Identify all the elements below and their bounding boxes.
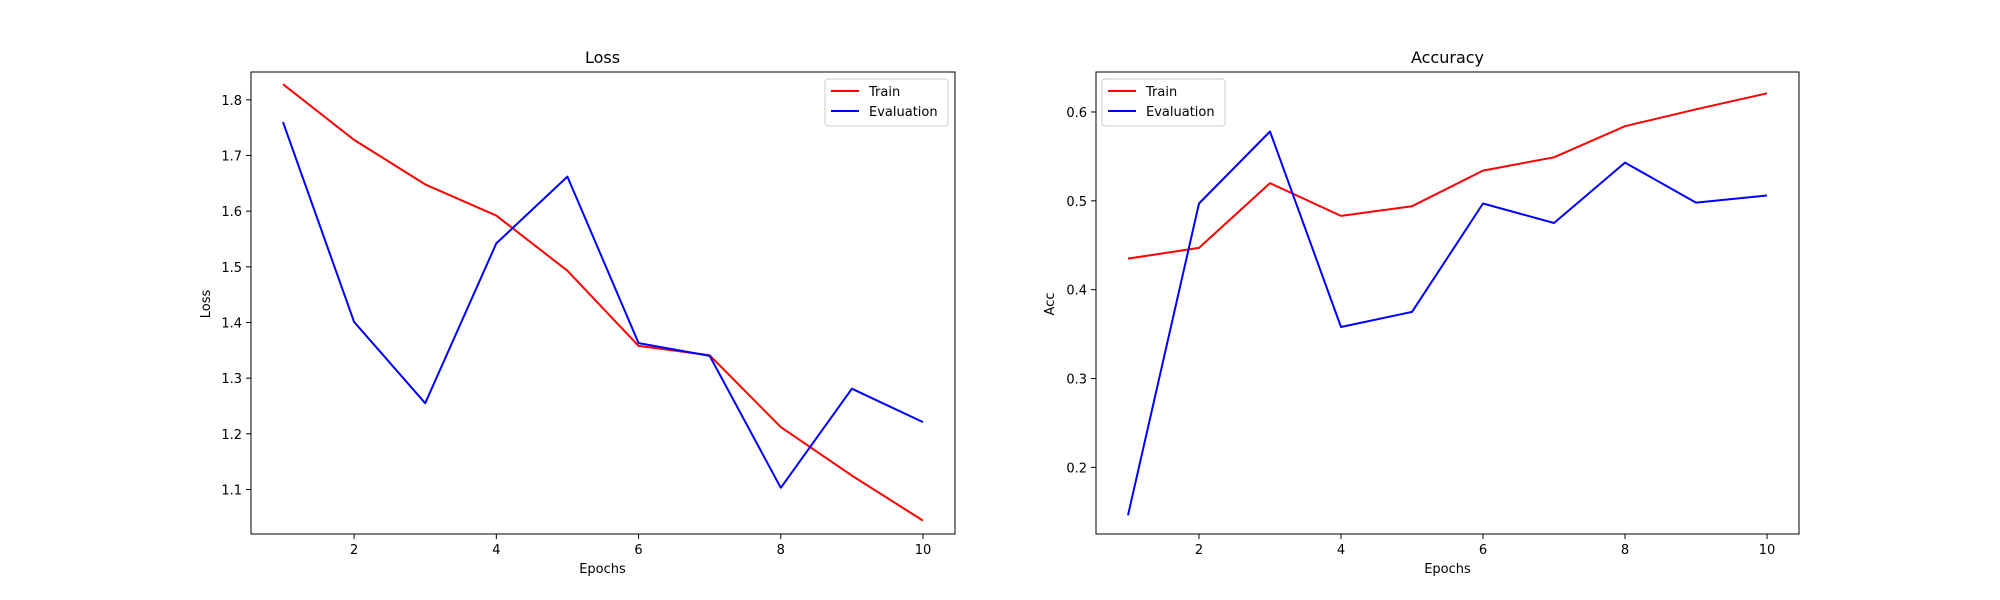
x-tick-label: 10 — [1759, 543, 1776, 558]
x-tick-label: 8 — [777, 543, 785, 558]
y-tick-label: 1.6 — [221, 205, 242, 220]
y-tick-label: 1.4 — [221, 316, 242, 331]
accuracy-chart: Accuracy Epochs Acc 2 4 6 8 10 0.2 0.3 0.4 0.5 0.… — [1043, 48, 1800, 577]
y-tick-label: 1.5 — [221, 261, 242, 276]
y-tick-label: 1.2 — [221, 428, 242, 443]
y-tick-label: 1.8 — [221, 94, 242, 109]
x-tick-label: 8 — [1621, 543, 1629, 558]
x-tick-label: 2 — [350, 543, 358, 558]
x-tick-label: 6 — [634, 543, 642, 558]
legend: Train Evaluation — [824, 78, 949, 127]
x-tick-label: 4 — [1337, 543, 1345, 558]
y-tick-label: 0.4 — [1066, 284, 1087, 299]
series-line-evaluation — [282, 121, 924, 489]
y-tick-label: 0.5 — [1066, 195, 1087, 210]
x-tick-label: 2 — [1195, 543, 1203, 558]
accuracy-plot-area: 2 4 6 8 10 0.2 0.3 0.4 0.5 0.6 — [1066, 92, 1776, 558]
x-tick-label: 4 — [492, 543, 500, 558]
x-tick-label: 10 — [915, 543, 932, 558]
y-tick-label: 1.7 — [221, 149, 242, 164]
y-tick-label: 0.6 — [1066, 106, 1087, 121]
y-axis-label: Loss — [199, 290, 214, 319]
loss-chart: Loss Epochs Loss 2 4 6 8 10 1.1 1.2 1.3 1.4 1.5 1.… — [199, 48, 956, 577]
legend-label-evaluation: Evaluation — [1146, 105, 1215, 120]
chart-title: Accuracy — [1411, 48, 1484, 67]
x-axis-label: Epochs — [579, 562, 626, 577]
legend-label-train: Train — [868, 85, 900, 100]
series-line-train — [282, 83, 924, 522]
y-axis-label: Acc — [1043, 293, 1058, 316]
chart-title: Loss — [585, 48, 620, 67]
plot-frame — [1095, 71, 1800, 535]
loss-plot-area: 2 4 6 8 10 1.1 1.2 1.3 1.4 1.5 1.6 1.7 1.8 — [221, 83, 932, 558]
series-line-train — [1127, 92, 1768, 260]
legend-label-train: Train — [1145, 85, 1177, 100]
x-axis-label: Epochs — [1424, 562, 1471, 577]
y-tick-label: 0.3 — [1066, 373, 1087, 388]
y-tick-label: 0.2 — [1066, 461, 1087, 476]
x-tick-label: 6 — [1479, 543, 1487, 558]
plot-frame — [250, 71, 956, 535]
series-line-evaluation — [1127, 130, 1768, 516]
legend: Train Evaluation — [1101, 78, 1226, 127]
legend-label-evaluation: Evaluation — [869, 105, 938, 120]
y-tick-label: 1.1 — [221, 483, 242, 498]
y-tick-label: 1.3 — [221, 372, 242, 387]
